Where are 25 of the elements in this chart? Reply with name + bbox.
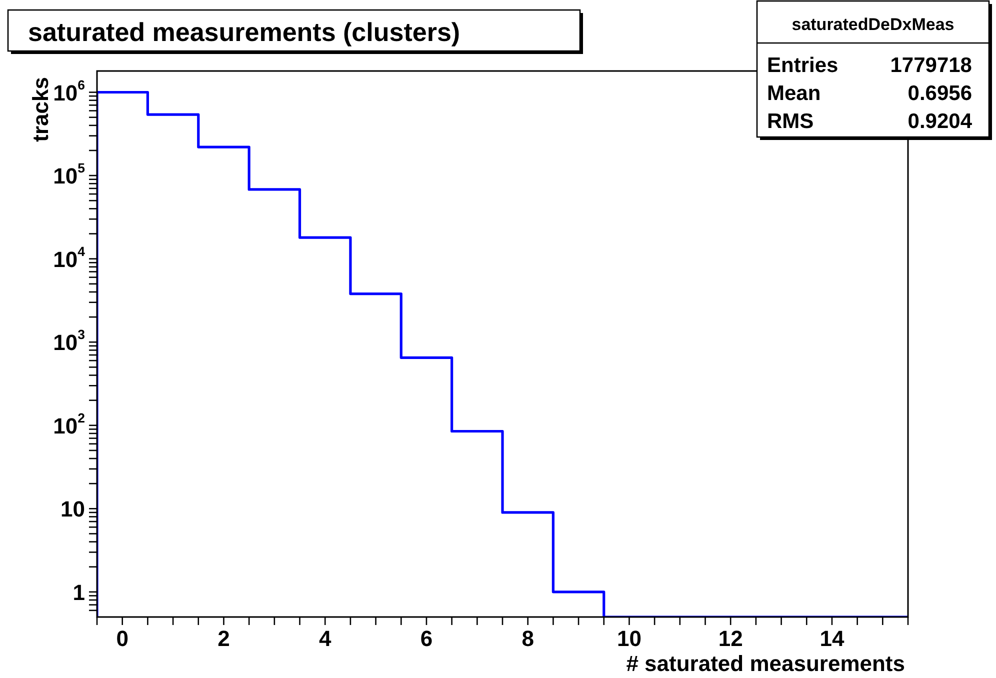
x-axis-title: # saturated measurements <box>626 651 905 676</box>
text: saturatedDeDxMeas <box>792 15 954 34</box>
x-tick-label: 0 <box>116 626 128 651</box>
x-tick-label: 4 <box>318 626 332 651</box>
y-axis-title: tracks <box>28 77 53 142</box>
y-tick-label: 1 <box>72 579 85 604</box>
y-tick-label: 10 <box>60 496 85 522</box>
x-tick-label: 12 <box>718 626 743 651</box>
x-tick-label: 2 <box>218 626 230 651</box>
y-tick-label: 10$^{2}$ <box>53 410 85 438</box>
annotation: Entries <box>767 54 838 77</box>
x-tick-label: 14 <box>820 626 845 651</box>
annotation: 0.6956 <box>908 82 972 105</box>
annotation: RMS <box>767 110 814 133</box>
annotation: Mean <box>767 82 821 105</box>
x-tick-label: 10 <box>616 626 642 651</box>
annotation: 1779718 <box>890 54 972 77</box>
x-tick-label: 8 <box>522 626 534 651</box>
chart-title: saturated measurements (clusters) <box>28 17 460 47</box>
y-tick-label: 10$^{4}$ <box>53 244 86 272</box>
x-tick-label: 6 <box>420 626 433 651</box>
y-tick-label: 10$^{6}$ <box>53 77 85 105</box>
y-tick-label: 10$^{3}$ <box>53 327 85 355</box>
y-tick-label: 10$^{5}$ <box>53 160 85 188</box>
annotation: 0.9204 <box>908 110 972 133</box>
